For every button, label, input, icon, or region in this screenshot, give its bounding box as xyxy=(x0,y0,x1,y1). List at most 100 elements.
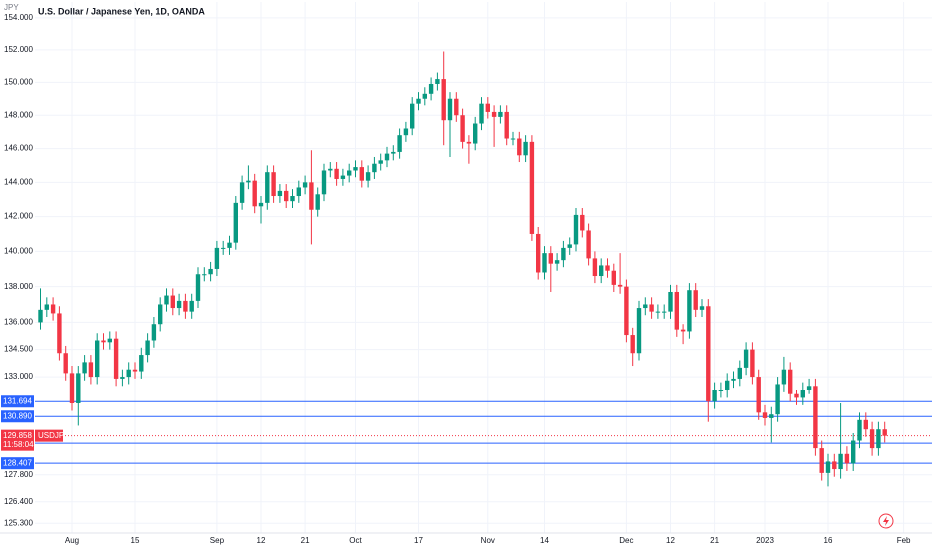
y-tick-label: 138.000 xyxy=(4,282,33,291)
x-tick-label: Oct xyxy=(349,536,362,545)
candle-body xyxy=(44,304,49,310)
candle-body xyxy=(485,103,490,112)
candle-body xyxy=(233,202,238,243)
candle-body xyxy=(731,378,736,381)
candle-body xyxy=(630,335,635,354)
y-tick-label: 152.000 xyxy=(4,45,33,54)
candle-body xyxy=(296,187,301,197)
candle-body xyxy=(832,461,837,470)
x-tick-label: 21 xyxy=(301,536,310,545)
candle-body xyxy=(725,380,730,391)
x-tick-label: Aug xyxy=(65,536,79,545)
candle-body xyxy=(788,369,793,394)
candle-body xyxy=(208,268,213,275)
currency-label: JPY xyxy=(4,3,19,12)
candle-body xyxy=(718,390,724,392)
candle-body xyxy=(252,180,257,207)
level-label-box xyxy=(1,410,34,423)
candle-body xyxy=(258,202,264,207)
y-tick-label: 127.800 xyxy=(4,470,33,479)
candle-body xyxy=(743,349,749,368)
x-tick-label: Sep xyxy=(210,536,225,545)
candle-body xyxy=(800,390,805,398)
candle-body xyxy=(548,253,553,264)
candle-body xyxy=(435,79,440,84)
candle-body xyxy=(504,111,509,139)
candle-body xyxy=(624,286,629,336)
y-tick-label: 148.000 xyxy=(4,110,33,119)
chart-title: U.S. Dollar / Japanese Yen, 1D, OANDA xyxy=(38,6,205,16)
candle-body xyxy=(139,355,144,372)
candle-body xyxy=(340,175,346,179)
candle-body xyxy=(113,338,119,379)
candle-body xyxy=(636,308,642,354)
candle-body xyxy=(580,214,585,231)
candle-body xyxy=(290,196,295,202)
candle-body xyxy=(277,190,283,197)
candle-body xyxy=(107,338,112,343)
level-label-box xyxy=(1,457,34,470)
candle-body xyxy=(302,182,308,188)
candle-body xyxy=(561,247,566,261)
candle-body xyxy=(359,167,364,181)
candle-body xyxy=(391,151,396,154)
x-tick-label: 12 xyxy=(666,536,675,545)
candle-body xyxy=(542,253,547,273)
icon-circle xyxy=(878,513,894,529)
candle-body xyxy=(825,461,831,473)
candle-body xyxy=(95,340,100,378)
candle-body xyxy=(599,265,604,277)
candle-body xyxy=(473,123,478,144)
x-tick-label: 16 xyxy=(824,536,833,545)
icon-bolt xyxy=(883,516,889,526)
candle-body xyxy=(214,247,220,269)
y-tick-label: 134.500 xyxy=(4,345,33,354)
x-tick-label: 12 xyxy=(257,536,266,545)
candle-body xyxy=(441,79,446,121)
symbol-box xyxy=(35,429,63,442)
candle-body xyxy=(50,304,56,314)
candle-body xyxy=(706,306,711,402)
x-tick-label: Nov xyxy=(481,536,495,545)
candle-body xyxy=(158,304,163,325)
lightning-icon[interactable] xyxy=(878,513,894,529)
x-tick-label: 14 xyxy=(540,536,549,545)
x-tick-label: Feb xyxy=(897,536,911,545)
candle-body xyxy=(69,373,75,404)
candle-body xyxy=(649,304,654,312)
candle-body xyxy=(101,340,106,343)
level-label: 130.890 xyxy=(3,411,32,420)
candle-body xyxy=(189,300,194,312)
candle-body xyxy=(397,135,402,152)
candle-body xyxy=(869,429,875,449)
candle-body xyxy=(662,311,667,313)
candle-body xyxy=(806,386,812,391)
candle-body xyxy=(605,265,610,271)
candle-body xyxy=(750,349,755,378)
candle-body xyxy=(573,214,579,245)
level-label: 128.407 xyxy=(3,458,32,467)
candle-body xyxy=(202,274,207,276)
levels xyxy=(35,400,932,464)
y-tick-label: 146.000 xyxy=(4,144,33,153)
candle-body xyxy=(183,300,188,312)
candle-body xyxy=(693,290,698,310)
candle-body xyxy=(384,153,390,161)
candle-body xyxy=(416,98,421,104)
candle-body xyxy=(422,93,427,99)
candle-body xyxy=(668,291,673,312)
candle-body xyxy=(536,233,541,273)
candle-body xyxy=(838,453,843,470)
y-tick-label: 126.400 xyxy=(4,497,33,506)
y-tick-label: 136.000 xyxy=(4,318,33,327)
candle-body xyxy=(221,247,226,249)
candle-body xyxy=(876,429,881,449)
candle-body xyxy=(756,377,761,413)
level-label: 131.694 xyxy=(3,396,32,405)
candle-body xyxy=(460,115,465,142)
x-tick-label: Dec xyxy=(619,536,633,545)
candle-body xyxy=(321,170,327,195)
candles xyxy=(38,51,887,487)
candle-body xyxy=(769,414,774,418)
